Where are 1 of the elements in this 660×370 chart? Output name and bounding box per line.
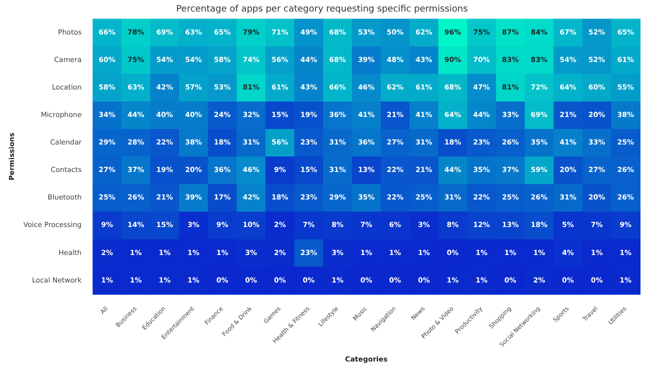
chart-title: Percentage of apps per category requesting specific permissions	[176, 4, 468, 15]
